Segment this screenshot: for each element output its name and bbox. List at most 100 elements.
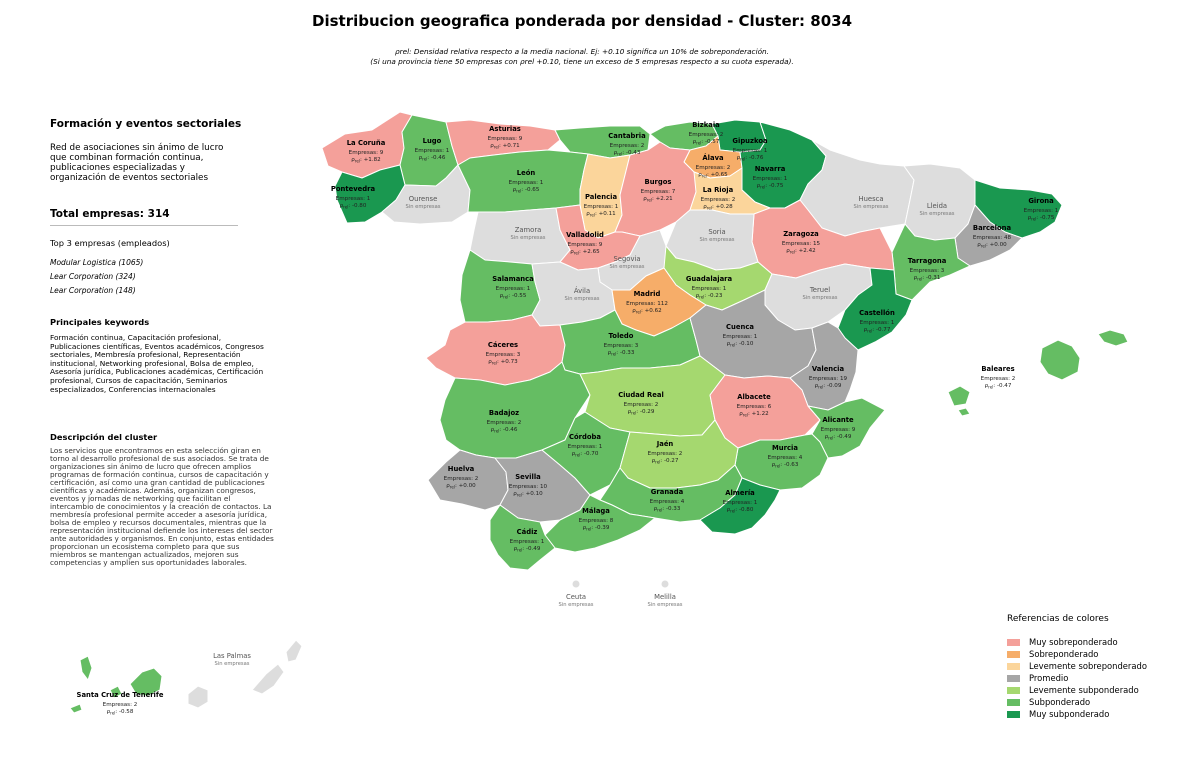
province-rho-cantabria: ρrel: -0.43 xyxy=(614,150,641,157)
province-count-granada: Empresas: 4 xyxy=(650,499,685,505)
province-rho-girona: ρrel: -0.75 xyxy=(1028,215,1055,222)
province-name-ciudad-real: Ciudad Real xyxy=(618,391,664,399)
legend-item-leve-sub: Levemente subponderado xyxy=(1007,684,1147,696)
province-count-cadiz: Empresas: 1 xyxy=(510,539,545,545)
province-count-huelva: Empresas: 2 xyxy=(444,476,479,482)
province-rho-ciudad-real: ρrel: -0.29 xyxy=(628,409,655,416)
province-santa-cruz-tenerife[interactable] xyxy=(129,667,163,697)
province-name-lleida: Lleida xyxy=(927,202,947,210)
legend-swatch xyxy=(1007,686,1020,694)
legend-label: Promedio xyxy=(1029,673,1069,683)
province-castellon[interactable] xyxy=(837,267,913,351)
province-baleares-menorca[interactable] xyxy=(1097,329,1129,347)
province-rho-caceres: ρrel: +0.73 xyxy=(488,359,518,366)
province-ourense[interactable] xyxy=(381,164,471,225)
province-rho-lugo: ρrel: -0.46 xyxy=(419,155,446,162)
province-barcelona[interactable] xyxy=(954,204,1023,267)
province-count-palencia: Empresas: 1 xyxy=(584,204,619,210)
province-count-santa-cruz: Empresas: 2 xyxy=(103,702,138,708)
province-cadiz[interactable] xyxy=(489,504,556,571)
province-rho-murcia: ρrel: -0.63 xyxy=(772,462,799,469)
province-rho-gipuzkoa: ρrel: -0.76 xyxy=(737,155,764,162)
province-las-palmas-lanzarote[interactable] xyxy=(285,639,303,663)
legend-label: Levemente sobreponderado xyxy=(1029,661,1147,671)
province-rho-palencia: ρrel: +0.11 xyxy=(586,211,616,218)
province-name-almeria: Almería xyxy=(725,489,755,497)
province-santa-cruz-el-hierro[interactable] xyxy=(69,703,83,714)
province-count-murcia: Empresas: 4 xyxy=(768,455,803,461)
province-rho-huelva: ρrel: +0.00 xyxy=(446,483,476,490)
province-name-cadiz: Cádiz xyxy=(517,528,538,536)
top3-label: Top 3 empresas (empleados) xyxy=(50,238,170,248)
province-name-las-palmas: Las Palmas xyxy=(213,652,251,660)
province-malaga[interactable] xyxy=(544,494,656,553)
province-rho-la-rioja: ρrel: +0.28 xyxy=(703,204,733,211)
keywords-title: Principales keywords xyxy=(50,317,150,327)
legend-swatch xyxy=(1007,638,1020,646)
province-rho-guadalajara: ρrel: -0.23 xyxy=(696,293,723,300)
province-santa-cruz-la-palma[interactable] xyxy=(79,655,93,681)
subtitle-line-1: ρrel: Densidad relativa respecto a la me… xyxy=(394,47,770,56)
subtitle-line-2: (Si una provincia tiene 50 empresas con … xyxy=(370,57,794,66)
province-name-lugo: Lugo xyxy=(423,137,442,145)
province-name-huelva: Huelva xyxy=(448,465,475,473)
province-baleares[interactable] xyxy=(1039,339,1081,381)
province-count-cuenca: Empresas: 1 xyxy=(723,334,758,340)
top-company-2: Lear Corporation (324) xyxy=(50,272,136,281)
info-panel: Formación y eventos sectoriales Red de a… xyxy=(50,118,280,567)
province-name-baleares: Baleares xyxy=(981,365,1014,373)
province-nodata-teruel: Sin empresas xyxy=(802,295,837,301)
province-rho-leon: ρrel: -0.65 xyxy=(513,187,540,194)
top-company-3: Lear Corporation (148) xyxy=(50,286,136,295)
province-count-almeria: Empresas: 1 xyxy=(723,500,758,506)
province-nodata-segovia: Sin empresas xyxy=(609,264,644,270)
province-name-murcia: Murcia xyxy=(772,444,798,452)
province-santa-cruz-la-gomera[interactable] xyxy=(109,685,123,699)
province-count-leon: Empresas: 1 xyxy=(509,180,544,186)
total-companies: Total empresas: 314 xyxy=(50,208,238,226)
map-subtitle: ρrel: Densidad relativa respecto a la me… xyxy=(0,47,1164,67)
province-count-zaragoza: Empresas: 15 xyxy=(782,241,821,247)
province-rho-cadiz: ρrel: -0.49 xyxy=(514,546,541,553)
province-melilla[interactable] xyxy=(660,579,670,589)
province-nodata-zamora: Sin empresas xyxy=(510,235,545,241)
province-rho-valladolid: ρrel: +2.65 xyxy=(570,249,600,256)
province-baleares-formentera[interactable] xyxy=(957,407,971,417)
legend-swatch xyxy=(1007,662,1020,670)
province-count-alicante: Empresas: 9 xyxy=(821,427,856,433)
province-nodata-huesca: Sin empresas xyxy=(853,204,888,210)
province-name-jaen: Jaén xyxy=(656,440,674,448)
legend-item-leve-sobre: Levemente sobreponderado xyxy=(1007,660,1147,672)
province-count-cantabria: Empresas: 2 xyxy=(610,143,645,149)
province-rho-jaen: ρrel: -0.27 xyxy=(652,458,679,465)
province-baleares-ibiza[interactable] xyxy=(947,385,971,407)
province-name-toledo: Toledo xyxy=(609,332,634,340)
province-name-avila: Ávila xyxy=(574,286,590,295)
province-name-pontevedra: Pontevedra xyxy=(331,185,376,193)
province-name-cuenca: Cuenca xyxy=(726,323,754,331)
province-count-lugo: Empresas: 1 xyxy=(415,148,450,154)
province-name-cordoba: Córdoba xyxy=(569,433,601,441)
province-count-jaen: Empresas: 2 xyxy=(648,451,683,457)
province-almeria[interactable] xyxy=(699,477,781,535)
province-count-burgos: Empresas: 7 xyxy=(641,189,676,195)
province-name-asturias: Asturias xyxy=(489,125,521,133)
province-count-valladolid: Empresas: 9 xyxy=(568,242,603,248)
province-ceuta[interactable] xyxy=(571,579,581,589)
province-name-alava: Álava xyxy=(702,153,724,162)
province-las-palmas-gran-canaria[interactable] xyxy=(187,685,209,709)
province-rho-santa-cruz: ρrel: -0.58 xyxy=(107,709,134,716)
legend-item-sub: Subponderado xyxy=(1007,696,1147,708)
province-rho-barcelona: ρrel: +0.00 xyxy=(977,242,1007,249)
province-count-valencia: Empresas: 19 xyxy=(809,376,848,382)
province-count-alava: Empresas: 2 xyxy=(696,165,731,171)
province-name-zaragoza: Zaragoza xyxy=(783,230,819,238)
province-las-palmas-fuerteventura[interactable] xyxy=(251,663,285,695)
province-count-toledo: Empresas: 3 xyxy=(604,343,639,349)
province-rho-alicante: ρrel: -0.49 xyxy=(825,434,852,441)
province-nodata-ceuta: Sin empresas xyxy=(558,602,593,608)
province-nodata-avila: Sin empresas xyxy=(564,296,599,302)
province-count-salamanca: Empresas: 1 xyxy=(496,286,531,292)
province-rho-sevilla: ρrel: +0.10 xyxy=(513,491,543,498)
